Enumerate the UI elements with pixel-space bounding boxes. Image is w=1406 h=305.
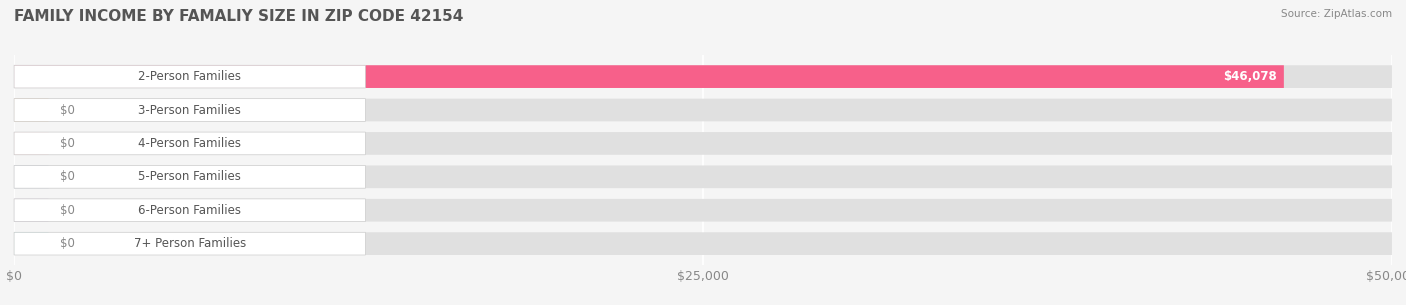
Text: 2-Person Families: 2-Person Families <box>138 70 242 83</box>
FancyBboxPatch shape <box>14 99 48 121</box>
Text: $0: $0 <box>59 204 75 217</box>
FancyBboxPatch shape <box>14 232 1392 255</box>
FancyBboxPatch shape <box>14 132 48 155</box>
FancyBboxPatch shape <box>14 232 48 255</box>
FancyBboxPatch shape <box>14 166 48 188</box>
Text: $46,078: $46,078 <box>1223 70 1277 83</box>
Text: $0: $0 <box>59 170 75 183</box>
FancyBboxPatch shape <box>14 199 1392 222</box>
FancyBboxPatch shape <box>14 199 366 222</box>
Text: $0: $0 <box>59 103 75 117</box>
FancyBboxPatch shape <box>14 65 366 88</box>
Text: FAMILY INCOME BY FAMALIY SIZE IN ZIP CODE 42154: FAMILY INCOME BY FAMALIY SIZE IN ZIP COD… <box>14 9 464 24</box>
FancyBboxPatch shape <box>14 232 366 255</box>
FancyBboxPatch shape <box>14 65 1392 88</box>
FancyBboxPatch shape <box>14 99 1392 121</box>
FancyBboxPatch shape <box>14 65 1284 88</box>
Text: 7+ Person Families: 7+ Person Families <box>134 237 246 250</box>
Text: 5-Person Families: 5-Person Families <box>138 170 242 183</box>
Text: $0: $0 <box>59 137 75 150</box>
Text: 3-Person Families: 3-Person Families <box>138 103 242 117</box>
FancyBboxPatch shape <box>14 132 366 155</box>
FancyBboxPatch shape <box>14 166 1392 188</box>
FancyBboxPatch shape <box>14 132 1392 155</box>
Text: 6-Person Families: 6-Person Families <box>138 204 242 217</box>
Text: $0: $0 <box>59 237 75 250</box>
FancyBboxPatch shape <box>14 199 48 222</box>
FancyBboxPatch shape <box>14 166 366 188</box>
FancyBboxPatch shape <box>14 99 366 121</box>
Text: 4-Person Families: 4-Person Families <box>138 137 242 150</box>
Text: Source: ZipAtlas.com: Source: ZipAtlas.com <box>1281 9 1392 19</box>
